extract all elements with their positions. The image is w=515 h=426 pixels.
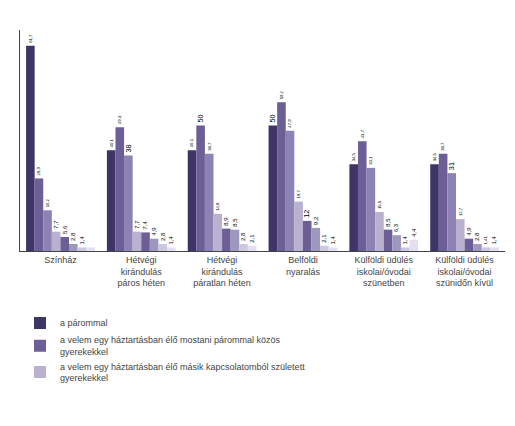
svg-text:16,2: 16,2	[45, 198, 50, 207]
svg-text:4,9: 4,9	[151, 228, 157, 236]
svg-text:14,8: 14,8	[215, 202, 220, 211]
svg-text:2,8: 2,8	[70, 232, 76, 241]
svg-text:Belföldinyaralás: Belföldinyaralás	[286, 255, 321, 277]
svg-text:19,7: 19,7	[296, 190, 301, 199]
svg-text:a velem egy háztartásban élő m: a velem egy háztartásban élő másik kapcs…	[60, 362, 305, 384]
svg-text:2,1: 2,1	[321, 235, 327, 243]
svg-text:1,4: 1,4	[168, 236, 174, 245]
svg-text:38,7: 38,7	[207, 142, 212, 151]
svg-text:Színház: Színház	[44, 255, 77, 265]
svg-text:47,9: 47,9	[287, 119, 292, 128]
svg-text:Külföldi üdülésiskolai/óvodais: Külföldi üdülésiskolai/óvodaiszünidőn kí…	[435, 255, 494, 288]
svg-text:59,2: 59,2	[279, 90, 284, 99]
svg-text:50: 50	[196, 114, 205, 122]
svg-text:a párommal: a párommal	[60, 318, 108, 328]
svg-text:6,3: 6,3	[393, 223, 399, 232]
svg-text:5,6: 5,6	[62, 225, 68, 234]
svg-text:1,4: 1,4	[79, 236, 85, 245]
svg-text:12: 12	[302, 210, 311, 218]
svg-text:1,4: 1,4	[402, 236, 408, 245]
svg-text:4,9: 4,9	[466, 228, 472, 236]
svg-text:28,9: 28,9	[36, 167, 41, 176]
svg-text:8,9: 8,9	[223, 217, 229, 225]
svg-text:9,2: 9,2	[313, 217, 319, 225]
svg-text:7,7: 7,7	[134, 220, 140, 228]
svg-text:2,8: 2,8	[474, 232, 480, 241]
svg-text:15,5: 15,5	[377, 200, 382, 209]
svg-text:Külföldi üdülésiskolai/óvodais: Külföldi üdülésiskolai/óvodaiszünetben	[354, 255, 413, 288]
svg-text:38: 38	[124, 144, 133, 152]
svg-text:a velem egy háztartásban élő m: a velem egy háztartásban élő mostani pár…	[60, 335, 281, 357]
svg-text:8,5: 8,5	[232, 218, 238, 227]
svg-text:43,7: 43,7	[360, 129, 365, 138]
svg-text:1,41: 1,41	[483, 236, 488, 245]
svg-text:4,4: 4,4	[411, 228, 417, 237]
svg-text:50: 50	[268, 114, 277, 122]
svg-text:2,8: 2,8	[160, 232, 166, 241]
svg-text:1,4: 1,4	[330, 236, 336, 245]
svg-text:31: 31	[447, 162, 456, 170]
svg-text:40,1: 40,1	[109, 138, 114, 147]
svg-text:81,7: 81,7	[28, 34, 33, 43]
svg-text:7,7: 7,7	[53, 220, 59, 228]
svg-text:34,5: 34,5	[351, 152, 356, 161]
svg-text:1,4: 1,4	[491, 236, 497, 245]
svg-text:Hétvégikiránduláspáratlan héte: Hétvégikiránduláspáratlan héten	[193, 255, 251, 288]
svg-text:12,7: 12,7	[458, 207, 463, 216]
svg-text:8,5: 8,5	[385, 218, 391, 227]
svg-text:38,7: 38,7	[440, 142, 445, 151]
svg-text:49,3: 49,3	[117, 115, 122, 124]
svg-text:34,5: 34,5	[432, 152, 437, 161]
svg-text:33,1: 33,1	[368, 156, 373, 165]
svg-text:40,1: 40,1	[189, 138, 194, 147]
svg-text:Hétvégikiránduláspáros héten: Hétvégikiránduláspáros héten	[117, 255, 165, 288]
svg-text:2,1: 2,1	[249, 235, 255, 243]
svg-text:2,8: 2,8	[240, 232, 246, 241]
svg-text:7,4: 7,4	[142, 221, 148, 230]
